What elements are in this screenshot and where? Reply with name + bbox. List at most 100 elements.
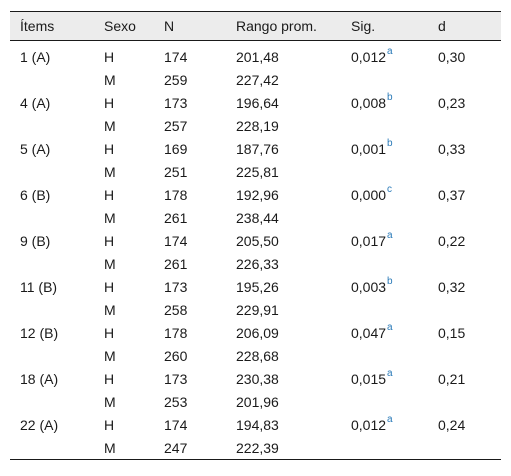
table-row-m: M 257 228,19 [10, 114, 501, 137]
d-cell-empty [438, 298, 501, 321]
sig-cell: 0,000c [351, 183, 438, 206]
n-cell: 173 [164, 94, 188, 111]
sig-value: 0,012 [351, 48, 387, 65]
rango-cell: 238,44 [236, 209, 279, 226]
d-cell-empty [438, 390, 501, 413]
n-cell: 169 [164, 140, 188, 157]
header-sexo: Sexo [104, 11, 164, 41]
item-cell-empty [10, 160, 104, 183]
rango-cell: 225,81 [236, 163, 279, 180]
footnote-marker[interactable]: b [387, 91, 393, 103]
sexo-cell: H [104, 370, 115, 387]
sig-cell-empty [351, 68, 438, 91]
rango-cell: 205,50 [236, 232, 279, 249]
item-cell-empty [10, 68, 104, 91]
item-cell-empty [10, 390, 104, 413]
rango-cell: 228,68 [236, 347, 279, 364]
item-cell: 1 (A) [20, 48, 51, 65]
item-cell: 12 (B) [20, 324, 59, 341]
n-cell: 174 [164, 48, 188, 65]
footnote-marker[interactable]: b [387, 275, 393, 287]
sig-cell: 0,001b [351, 137, 438, 160]
n-cell: 259 [164, 71, 188, 88]
item-cell-empty [10, 114, 104, 137]
table-row-m: M 247 222,39 [10, 436, 501, 460]
d-cell: 0,24 [438, 416, 466, 433]
table-row-m: M 261 238,44 [10, 206, 501, 229]
footnote-marker[interactable]: a [387, 45, 393, 57]
table-row-h: 12 (B) H 178 206,09 0,047a 0,15 [10, 321, 501, 344]
table-row-h: 5 (A) H 169 187,76 0,001b 0,33 [10, 137, 501, 160]
sig-value: 0,003 [351, 278, 387, 295]
sig-value: 0,001 [351, 140, 387, 157]
rango-cell: 196,64 [236, 94, 279, 111]
sexo-cell: H [104, 140, 115, 157]
sig-cell: 0,008b [351, 91, 438, 114]
d-cell: 0,37 [438, 186, 466, 203]
footnote-marker[interactable]: b [387, 137, 393, 149]
rango-cell: 195,26 [236, 278, 279, 295]
table-row-h: 1 (A) H 174 201,48 0,012a 0,30 [10, 45, 501, 68]
n-cell: 174 [164, 416, 188, 433]
results-table-container: Ítems Sexo N Rango prom. Sig. d 1 (A) H 17… [10, 11, 501, 460]
sexo-cell: H [104, 186, 115, 203]
rango-cell: 227,42 [236, 71, 279, 88]
item-cell: 5 (A) [20, 140, 51, 157]
sexo-cell: M [104, 117, 116, 134]
sexo-cell: H [104, 278, 115, 295]
table-header-row: Ítems Sexo N Rango prom. Sig. d [10, 11, 501, 41]
footnote-marker[interactable]: a [387, 229, 393, 241]
rango-cell: 192,96 [236, 186, 279, 203]
sexo-cell: M [104, 209, 116, 226]
table-row-h: 4 (A) H 173 196,64 0,008b 0,23 [10, 91, 501, 114]
header-d: d [438, 11, 501, 41]
sig-cell-empty [351, 114, 438, 137]
rango-cell: 206,09 [236, 324, 279, 341]
sig-cell-empty [351, 206, 438, 229]
table-row-m: M 258 229,91 [10, 298, 501, 321]
d-cell: 0,33 [438, 140, 466, 157]
rango-cell: 194,83 [236, 416, 279, 433]
sig-cell: 0,012a [351, 413, 438, 436]
footnote-marker[interactable]: a [387, 321, 393, 333]
sig-cell-empty [351, 298, 438, 321]
item-cell: 9 (B) [20, 232, 51, 249]
n-cell: 257 [164, 117, 188, 134]
rango-cell: 226,33 [236, 255, 279, 272]
d-cell: 0,15 [438, 324, 466, 341]
footnote-marker[interactable]: a [387, 367, 393, 379]
item-cell: 4 (A) [20, 94, 51, 111]
d-cell: 0,21 [438, 370, 466, 387]
n-cell: 261 [164, 255, 188, 272]
footnote-marker[interactable]: a [387, 413, 393, 425]
d-cell-empty [438, 436, 501, 460]
item-cell-empty [10, 298, 104, 321]
sexo-cell: H [104, 94, 115, 111]
table-row-h: 18 (A) H 173 230,38 0,015a 0,21 [10, 367, 501, 390]
rango-cell: 187,76 [236, 140, 279, 157]
sexo-cell: M [104, 71, 116, 88]
header-items: Ítems [10, 11, 104, 41]
table-row-m: M 261 226,33 [10, 252, 501, 275]
rango-cell: 230,38 [236, 370, 279, 387]
d-cell-empty [438, 160, 501, 183]
n-cell: 253 [164, 393, 188, 410]
item-cell-empty [10, 252, 104, 275]
n-cell: 178 [164, 324, 188, 341]
sig-value: 0,015 [351, 370, 387, 387]
d-cell: 0,32 [438, 278, 466, 295]
sig-cell-empty [351, 252, 438, 275]
n-cell: 178 [164, 186, 188, 203]
d-cell-empty [438, 206, 501, 229]
item-cell-empty [10, 344, 104, 367]
sexo-cell: M [104, 255, 116, 272]
sexo-cell: H [104, 416, 115, 433]
sexo-cell: H [104, 324, 115, 341]
sig-cell: 0,003b [351, 275, 438, 298]
sexo-cell: M [104, 393, 116, 410]
sexo-cell: H [104, 48, 115, 65]
table-row-h: 9 (B) H 174 205,50 0,017a 0,22 [10, 229, 501, 252]
sig-cell-empty [351, 344, 438, 367]
footnote-marker[interactable]: c [387, 183, 393, 195]
item-cell-empty [10, 436, 104, 460]
